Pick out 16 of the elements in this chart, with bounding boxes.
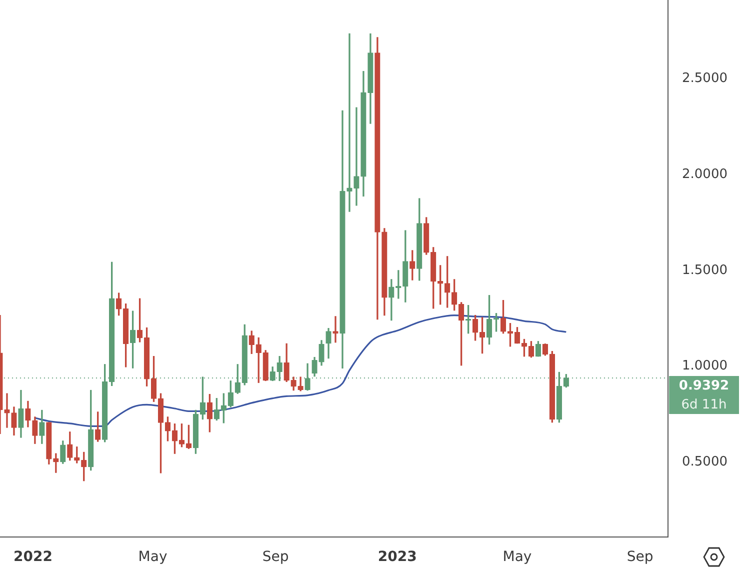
x-tick-label: Sep [262,549,289,566]
x-tick-label: May [138,549,168,566]
ref-line-label: 0.9392 [678,378,730,394]
text: 6d 11h [681,397,727,412]
y-tick-label: 2.0000 [682,166,728,182]
y-tick-label: 2.5000 [682,71,728,86]
y-tick-label: 0.5000 [682,454,728,470]
line-series [34,314,567,427]
x-tick-label: 2023 [378,549,417,566]
x-tick-label: Sep [626,549,654,566]
y-tick-label: 1.0000 [682,358,728,374]
x-tick-label: 2022 [13,549,52,566]
candlestick [354,107,360,206]
candlestick [346,33,352,212]
y-tick-label: 1.5000 [682,262,728,278]
x-tick-label: May [502,549,532,566]
